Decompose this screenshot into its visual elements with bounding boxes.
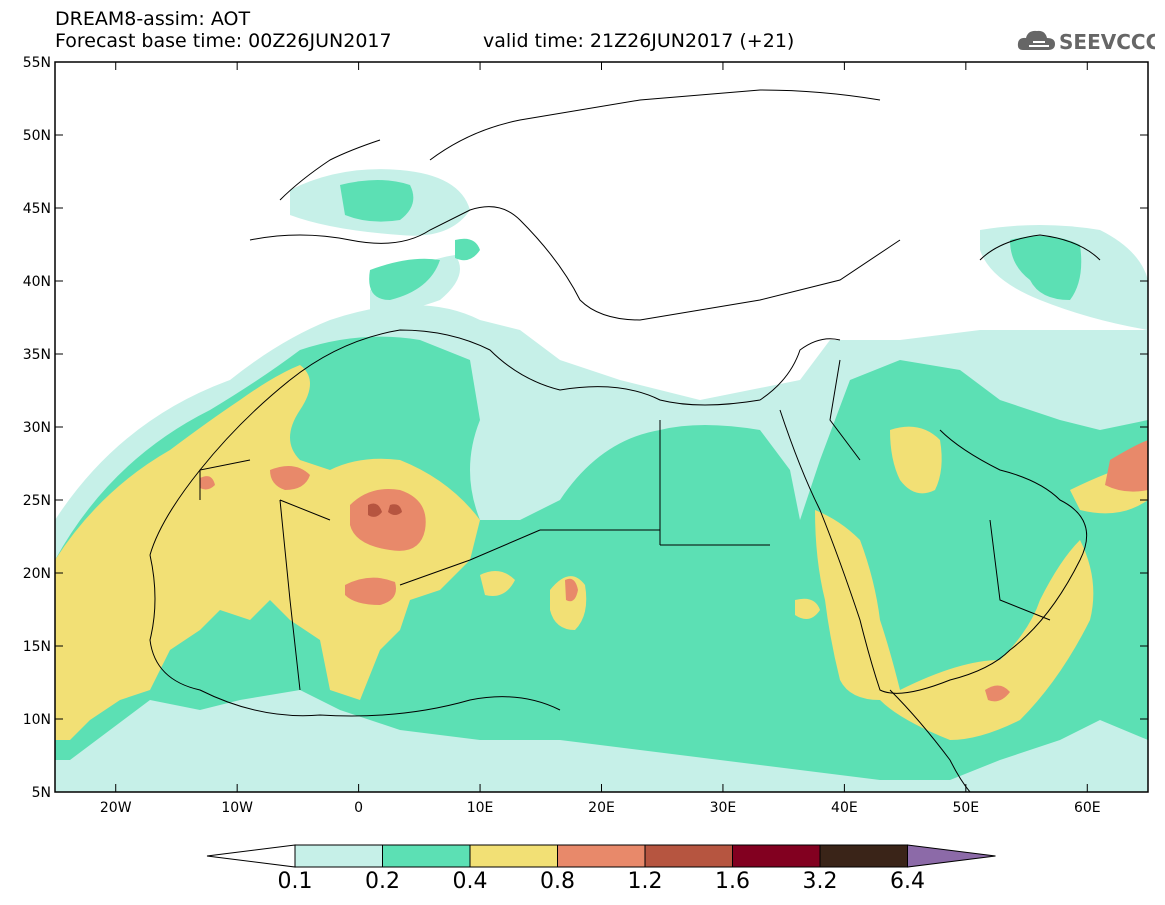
lon-label: 50E [952,800,979,816]
lat-label: 30N [23,420,51,436]
colorbar-label: 0.8 [540,869,575,894]
colorbar-segment [382,844,471,868]
lat-label: 40N [23,274,51,290]
lat-label: 10N [23,712,51,728]
colorbar-label: 3.2 [802,869,838,894]
colorbar-label: 0.4 [452,869,488,894]
lon-label: 10E [467,800,494,816]
lat-label: 55N [23,55,51,71]
colorbar-label: 0.1 [277,869,313,894]
colorbar-under-arrow [206,844,296,868]
lat-label: 50N [23,128,51,144]
colorbar-label: 1.6 [715,869,750,894]
seevccc-logo: SEEVCCC [1017,30,1155,54]
aot-level-0.8 [200,440,1148,702]
lon-label: 20W [100,800,132,816]
colorbar-label: 1.2 [627,869,663,894]
colorbar-segment [294,844,383,868]
lon-axis: 20W 10W 0 10E 20E 30E 40E 50E 60E [100,62,1101,816]
cloud-icon [1017,30,1055,50]
lat-label: 25N [23,493,51,509]
lat-label: 15N [23,639,51,655]
lon-label: 10W [221,800,253,816]
colorbar [206,844,996,868]
colorbar-segment [819,844,908,868]
lon-label: 0 [354,800,363,816]
lon-label: 60E [1074,800,1101,816]
colorbar-segment [644,844,733,868]
colorbar-segment [732,844,821,868]
lat-label: 20N [23,566,51,582]
coastlines [149,89,1101,792]
colorbar-segment [557,844,646,868]
forecast-base-time: Forecast base time: 00Z26JUN2017 [55,30,392,52]
aot-field [55,62,1148,792]
logo-text: SEEVCCC [1059,30,1155,54]
lat-label: 45N [23,201,51,217]
lat-label: 5N [32,785,51,801]
colorbar-segment [469,844,558,868]
colorbar-over-arrow [907,844,996,868]
valid-time: valid time: 21Z26JUN2017 (+21) [483,30,795,52]
aot-level-1.2 [368,503,402,517]
lon-label: 20E [588,800,615,816]
lat-label: 35N [23,347,51,363]
colorbar-label: 0.2 [365,869,400,894]
lat-axis: 55N 50N 45N 40N 35N 30N 25N 20N 15N 10N 5N [23,55,1148,801]
lon-label: 30E [710,800,737,816]
lon-label: 40E [831,800,858,816]
map-title: DREAM8-assim: AOT [55,8,251,30]
colorbar-label: 6.4 [890,869,925,894]
